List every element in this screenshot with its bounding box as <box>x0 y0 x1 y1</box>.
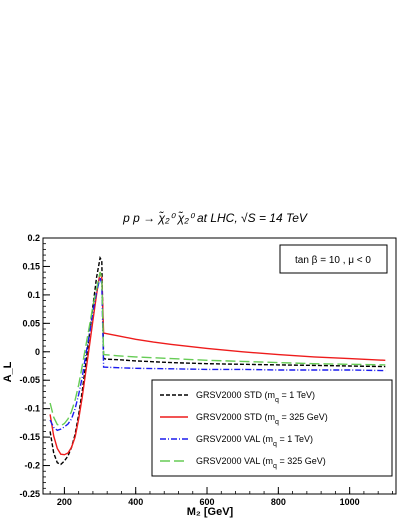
y-tick-label: 0.2 <box>27 233 40 243</box>
series-line-1 <box>49 255 386 466</box>
x-tick-label: 600 <box>200 497 215 507</box>
y-tick-label: 0 <box>35 347 40 357</box>
x-axis-label: M₂ [GeV] <box>187 506 234 518</box>
chart-title: p p → χ̃₂⁰ χ̃₂⁰ at LHC, √S = 14 TeV <box>122 210 308 225</box>
x-tick-label: 200 <box>57 497 72 507</box>
x-tick-label: 400 <box>128 497 143 507</box>
y-tick-label: 0.15 <box>22 261 40 271</box>
y-axis-label: A_L <box>2 361 14 382</box>
x-tick-label: 1000 <box>340 497 360 507</box>
x-axis: 200 400 600 800 1000 <box>49 487 393 507</box>
legend-box <box>151 379 393 477</box>
legend-label: GRSV2000 VAL (mq = 325 GeV) <box>196 456 326 470</box>
legend-label-sub: q <box>275 419 279 426</box>
legend: GRSV2000 STD (mq = 1 TeV)GRSV2000 STD (m… <box>160 390 328 470</box>
y-tick-label: -0.1 <box>24 404 40 414</box>
legend-label-tail: = 1 TeV) <box>279 390 315 400</box>
series-line-4 <box>49 271 386 427</box>
y-tick-label: -0.25 <box>19 489 40 499</box>
annotation-text: tan β = 10 , μ < 0 <box>295 255 371 266</box>
legend-label-tail: = 325 GeV) <box>279 412 328 422</box>
legend-label: GRSV2000 STD (mq = 1 TeV) <box>196 390 315 404</box>
x-tick-label: 800 <box>271 497 286 507</box>
legend-label-main: GRSV2000 STD (m <box>196 412 275 422</box>
legend-label-tail: = 325 GeV) <box>277 456 326 466</box>
legend-label: GRSV2000 STD (mq = 325 GeV) <box>196 412 328 426</box>
y-tick-label: -0.2 <box>24 461 40 471</box>
legend-label-sub: q <box>273 441 277 448</box>
y-tick-label: 0.1 <box>27 290 40 300</box>
annotation-box <box>279 244 388 274</box>
series-line-3 <box>49 275 386 432</box>
legend-label-main: GRSV2000 STD (m <box>196 390 275 400</box>
series-layer <box>49 255 386 466</box>
legend-label-sub: q <box>273 463 277 470</box>
y-tick-label: 0.05 <box>22 318 40 328</box>
legend-label: GRSV2000 VAL (mq = 1 TeV) <box>196 434 313 448</box>
y-axis: -0.25 -0.2 -0.15 -0.1 -0.05 0 0.05 0.1 0.15 0.2 <box>19 233 50 499</box>
legend-label-main: GRSV2000 VAL (m <box>196 456 273 466</box>
legend-label-tail: = 1 TeV) <box>277 434 313 444</box>
plot-frame <box>42 237 397 495</box>
y-tick-label: -0.15 <box>19 432 40 442</box>
y-tick-label: -0.05 <box>19 375 40 385</box>
legend-label-main: GRSV2000 VAL (m <box>196 434 273 444</box>
legend-label-sub: q <box>275 397 279 404</box>
